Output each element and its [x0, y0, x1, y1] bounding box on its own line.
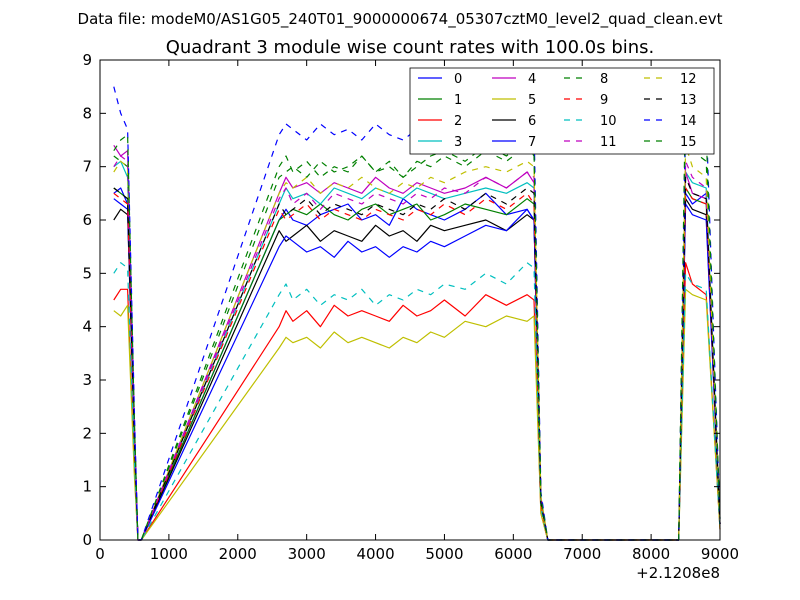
- legend-label-12: 12: [680, 72, 697, 87]
- x-tick-label: 2000: [219, 545, 257, 563]
- legend-label-14: 14: [680, 114, 697, 129]
- legend-label-5: 5: [528, 93, 536, 108]
- x-tick-label: 4000: [356, 545, 394, 563]
- series-line-8: [113, 123, 721, 541]
- x-tick-label: 0: [95, 545, 105, 563]
- x-tick-label: 8000: [632, 545, 670, 563]
- series-line-13: [113, 176, 721, 541]
- x-tick-label: 7000: [563, 545, 601, 563]
- y-tick-label: 1: [82, 478, 92, 496]
- series-layer: [113, 86, 721, 541]
- legend-label-0: 0: [454, 72, 462, 87]
- y-tick-label: 0: [82, 531, 92, 549]
- legend-label-8: 8: [600, 72, 608, 87]
- y-tick-label: 3: [82, 371, 92, 389]
- legend-label-10: 10: [600, 114, 617, 129]
- y-tick-label: 9: [82, 51, 92, 69]
- legend-label-3: 3: [454, 135, 462, 150]
- legend-label-9: 9: [600, 93, 608, 108]
- series-line-15: [113, 86, 721, 541]
- y-tick-label: 7: [82, 158, 92, 176]
- axes-layer: 0 1000 2000 3000 4000 5000 6000 7000 8000 9000012…: [82, 51, 739, 563]
- legend-box: [409, 67, 715, 155]
- plot-frame: [99, 59, 721, 541]
- y-tick-label: 2: [82, 424, 92, 442]
- legend-label-1: 1: [454, 93, 462, 108]
- legend-label-6: 6: [528, 114, 536, 129]
- figure-suptitle: Data file: modeM0/AS1G05_240T01_90000006…: [78, 10, 723, 29]
- legend-label-15: 15: [680, 135, 697, 150]
- x-tick-label: 9000: [701, 545, 739, 563]
- x-tick-label: 5000: [425, 545, 463, 563]
- legend-label-7: 7: [528, 135, 536, 150]
- legend-label-13: 13: [680, 93, 697, 108]
- legend-label-4: 4: [528, 72, 536, 87]
- y-tick-label: 5: [82, 264, 92, 282]
- x-offset-label: +2.1208e8: [636, 564, 720, 582]
- x-tick-label: 3000: [288, 545, 326, 563]
- y-tick-label: 8: [82, 104, 92, 122]
- y-tick-label: 6: [82, 211, 92, 229]
- legend-label-11: 11: [600, 135, 617, 150]
- chart-title: Quadrant 3 module wise count rates with …: [166, 37, 655, 58]
- x-tick-label: 6000: [494, 545, 532, 563]
- legend-label-2: 2: [454, 114, 462, 129]
- y-tick-label: 4: [82, 318, 92, 336]
- x-tick-label: 1000: [150, 545, 188, 563]
